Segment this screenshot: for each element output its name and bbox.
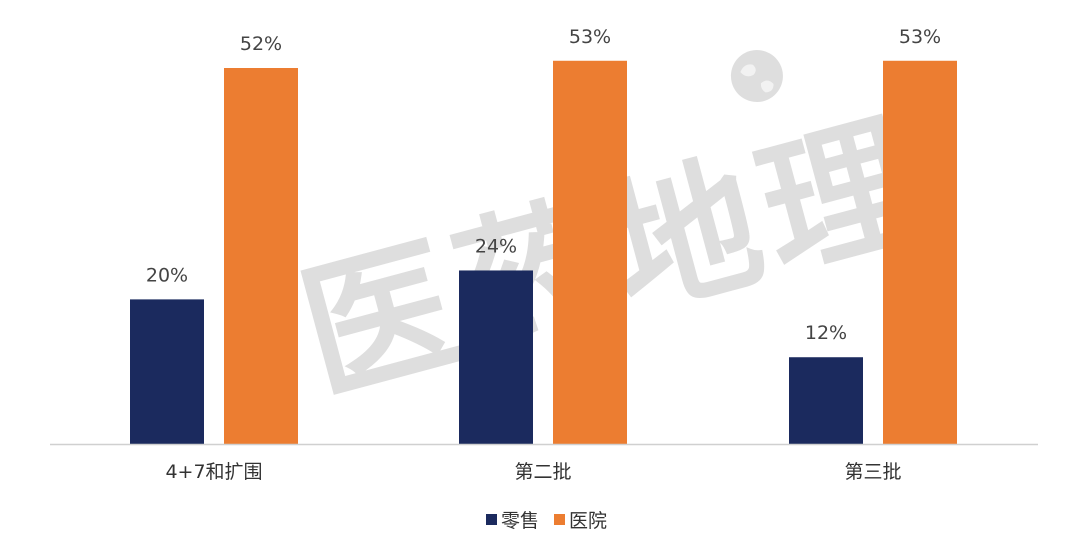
bars-layer (130, 60, 957, 445)
bar-retail-2 (789, 357, 863, 444)
legend-swatch (486, 514, 497, 525)
bar-retail-0 (130, 299, 204, 444)
legend: 零售 医院 (486, 510, 607, 532)
bar-hospital-1 (553, 60, 627, 445)
category-label: 第三批 (844, 461, 901, 483)
bar-hospital-0 (224, 68, 298, 444)
data-label: 52% (240, 33, 282, 55)
category-labels-layer: 4+7和扩围 第二批 第三批 (165, 461, 901, 483)
data-label: 53% (899, 26, 941, 48)
data-label: 20% (146, 264, 188, 286)
bar-hospital-2 (883, 60, 957, 445)
legend-label: 医院 (569, 510, 607, 532)
data-label: 12% (805, 322, 847, 344)
globe-icon (730, 50, 783, 103)
legend-label: 零售 (501, 510, 539, 532)
data-label: 53% (569, 26, 611, 48)
bar-retail-1 (459, 270, 533, 444)
legend-swatch (554, 514, 565, 525)
data-label: 24% (475, 235, 517, 257)
data-labels-layer: 20% 24% 12% 52% 53% 53% (146, 26, 941, 344)
category-label: 4+7和扩围 (165, 461, 262, 483)
category-label: 第二批 (514, 461, 571, 483)
